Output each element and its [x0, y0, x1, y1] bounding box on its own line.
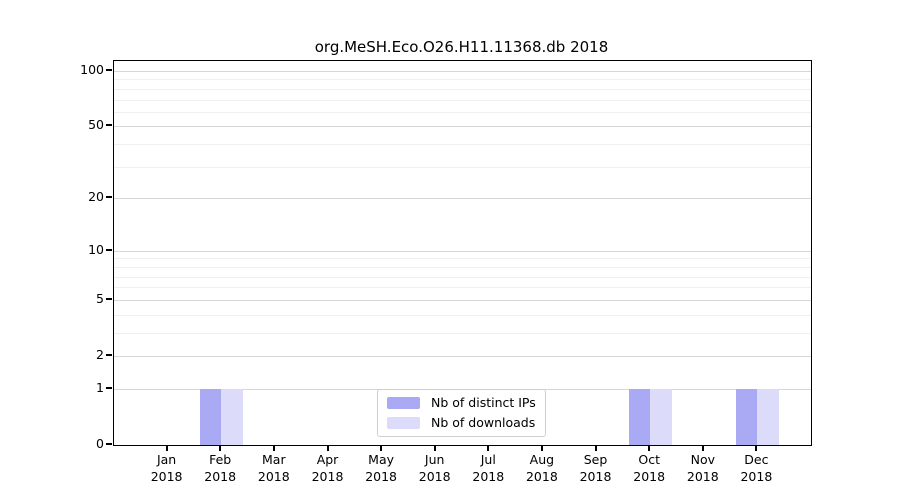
x-tick-label-mar: Mar 2018 [242, 451, 306, 485]
x-tick-mark-oct [648, 445, 651, 451]
gridline-minor-6 [114, 287, 811, 289]
y-tick-mark-20 [106, 196, 112, 199]
gridline-major-2 [114, 356, 811, 357]
y-tick-label-10: 10 [88, 241, 104, 257]
bar-nb-of-distinct-ips-oct [628, 388, 651, 445]
gridline-major-100 [114, 71, 811, 72]
y-tick-label-5: 5 [96, 290, 104, 306]
legend-label: Nb of downloads [431, 415, 536, 430]
gridline-minor-40 [114, 144, 811, 146]
legend-entry-nb-of-distinct-ips: Nb of distinct IPs [387, 395, 536, 410]
y-tick-mark-100 [106, 69, 112, 71]
plot-area: Nb of distinct IPs Nb of downloads [113, 60, 812, 446]
y-tick-mark-10 [106, 248, 112, 251]
x-tick-label-dec: Dec 2018 [724, 451, 788, 485]
gridline-minor-8 [114, 266, 811, 268]
x-tick-label-nov: Nov 2018 [671, 451, 735, 485]
x-tick-year: 2018 [472, 469, 505, 484]
x-tick-month: Sep [583, 452, 608, 467]
y-tick-mark-0 [106, 443, 112, 445]
x-tick-month: Oct [638, 452, 660, 467]
x-tick-month: Nov [690, 452, 715, 467]
x-tick-label-jan: Jan 2018 [135, 451, 199, 485]
x-tick-month: Feb [209, 452, 232, 467]
bar-nb-of-downloads-feb [221, 388, 243, 445]
x-tick-year: 2018 [150, 469, 183, 484]
x-tick-month: May [368, 452, 395, 467]
y-tick-mark-2 [106, 354, 112, 356]
x-tick-month: Jun [424, 452, 445, 467]
x-tick-label-feb: Feb 2018 [188, 451, 252, 485]
x-tick-label-oct: Oct 2018 [617, 451, 681, 485]
x-tick-label-aug: Aug 2018 [510, 451, 574, 485]
gridline-major-20 [114, 198, 811, 200]
y-tick-label-100: 100 [80, 62, 104, 77]
x-tick-month: Jan [156, 452, 177, 467]
x-tick-year: 2018 [204, 469, 237, 484]
x-tick-label-apr: Apr 2018 [296, 451, 360, 485]
y-tick-label-2: 2 [96, 347, 104, 362]
y-tick-label-20: 20 [88, 189, 104, 205]
gridline-minor-7 [114, 276, 811, 278]
gridline-minor-90 [114, 79, 811, 81]
x-tick-label-sep: Sep 2018 [564, 451, 628, 485]
x-tick-year: 2018 [633, 469, 666, 484]
legend: Nb of distinct IPs Nb of downloads [377, 389, 546, 437]
bar-nb-of-downloads-dec [757, 388, 779, 445]
gridline-major-5 [114, 299, 811, 301]
x-tick-mark-aug [540, 445, 543, 451]
x-tick-month: Apr [316, 452, 339, 467]
y-tick-mark-50 [106, 124, 112, 127]
gridline-minor-30 [114, 166, 811, 168]
x-tick-mark-sep [594, 445, 597, 451]
y-tick-label-1: 1 [96, 379, 104, 395]
chart-title: org.MeSH.Eco.O26.H11.11368.db 2018 [314, 38, 609, 56]
x-tick-year: 2018 [311, 469, 344, 484]
x-tick-year: 2018 [525, 469, 558, 484]
bar-nb-of-distinct-ips-feb [199, 388, 222, 445]
x-tick-mark-jul [487, 445, 490, 451]
x-tick-mark-jan [165, 445, 168, 451]
x-tick-mark-dec [755, 445, 758, 451]
bar-nb-of-downloads-oct [650, 388, 672, 445]
x-tick-mark-jun [433, 445, 436, 451]
y-tick-label-50: 50 [88, 117, 104, 133]
bar-nb-of-distinct-ips-dec [735, 388, 758, 445]
x-tick-month: Jul [480, 452, 496, 467]
x-tick-year: 2018 [365, 469, 397, 484]
x-tick-mark-feb [219, 445, 222, 451]
x-tick-month: Dec [744, 452, 769, 467]
x-tick-year: 2018 [257, 469, 290, 484]
x-tick-year: 2018 [740, 469, 773, 484]
x-tick-mark-may [380, 445, 383, 451]
x-tick-month: Mar [262, 452, 286, 467]
y-tick-mark-5 [106, 297, 112, 300]
gridline-major-10 [114, 250, 811, 252]
legend-label: Nb of distinct IPs [431, 395, 536, 410]
x-tick-label-jul: Jul 2018 [456, 451, 520, 485]
gridline-minor-9 [114, 258, 811, 260]
x-tick-mark-mar [272, 445, 275, 451]
gridline-minor-80 [114, 88, 811, 90]
x-tick-month: Aug [529, 452, 555, 467]
gridline-major-50 [114, 126, 811, 128]
gridline-minor-70 [114, 99, 811, 101]
x-tick-label-may: May 2018 [349, 451, 413, 485]
x-tick-year: 2018 [418, 469, 451, 484]
gridline-minor-3 [114, 332, 811, 334]
x-tick-mark-nov [701, 445, 704, 451]
x-tick-label-jun: Jun 2018 [403, 451, 467, 485]
gridline-minor-4 [114, 314, 811, 316]
legend-entry-nb-of-downloads: Nb of downloads [387, 415, 536, 430]
legend-swatch-nb-of-distinct-ips [387, 396, 420, 409]
legend-swatch-nb-of-downloads [387, 416, 420, 429]
x-tick-mark-apr [326, 445, 329, 451]
gridline-minor-60 [114, 111, 811, 113]
y-tick-label-0: 0 [96, 436, 104, 451]
x-tick-year: 2018 [579, 469, 612, 484]
x-tick-year: 2018 [686, 469, 719, 484]
y-tick-mark-1 [106, 386, 112, 389]
